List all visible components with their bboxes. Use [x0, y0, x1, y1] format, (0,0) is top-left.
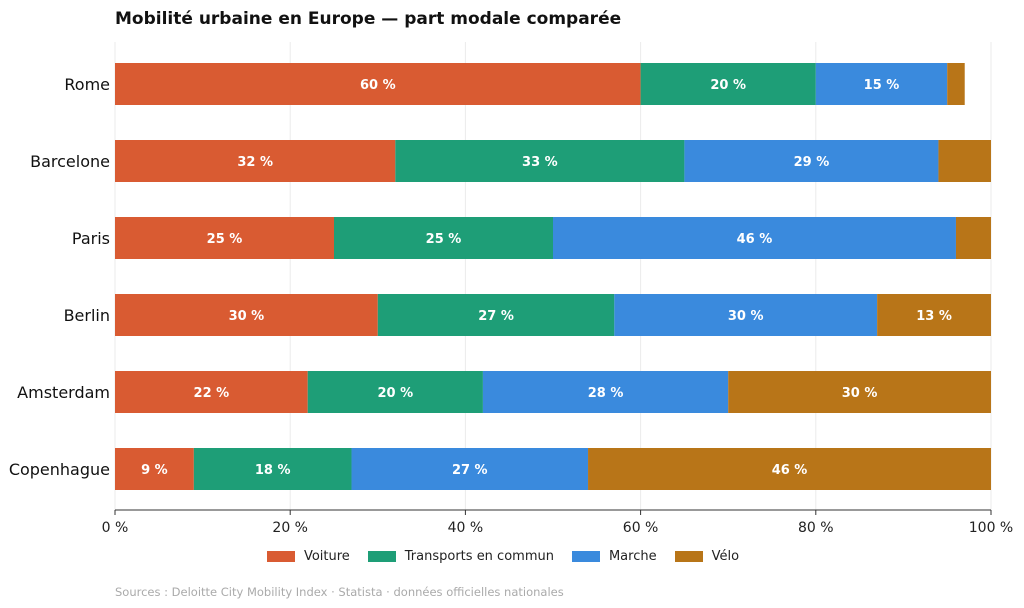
bar-segment [115, 294, 378, 336]
x-tick-label: 20 % [272, 520, 308, 536]
data-label: 30 % [728, 309, 764, 324]
y-tick-label: Amsterdam [17, 383, 110, 402]
y-tick-label: Barcelone [30, 152, 110, 171]
data-label: 46 % [737, 232, 773, 247]
x-tick-label: 40 % [448, 520, 484, 536]
x-tick-label: 80 % [798, 520, 834, 536]
bar-segment [115, 63, 641, 105]
y-tick-label: Paris [72, 229, 110, 248]
bar-segment [115, 371, 308, 413]
legend-item: Vélo [674, 549, 740, 564]
legend-label: Transports en commun [404, 549, 554, 564]
legend-swatch [367, 551, 396, 562]
data-label: 20 % [377, 386, 413, 401]
bar-segment [614, 294, 878, 336]
bar-segment [877, 294, 991, 336]
legend-swatch [571, 551, 600, 562]
legend-item: Voiture [266, 549, 350, 564]
data-label: 33 % [522, 155, 558, 170]
bar-segment [377, 294, 615, 336]
bar-segment [482, 371, 729, 413]
data-label: 27 % [452, 463, 488, 478]
bar-segment [728, 371, 991, 413]
legend-swatch [266, 551, 295, 562]
bar-segment [815, 63, 948, 105]
bar-segment [947, 63, 965, 105]
y-tick-label: Copenhague [9, 460, 110, 479]
bar-segment [553, 217, 956, 259]
data-label: 29 % [794, 155, 830, 170]
data-label: 18 % [255, 463, 291, 478]
data-label: 15 % [864, 78, 900, 93]
bar-segment [684, 140, 939, 182]
bar-segment [307, 371, 483, 413]
bar-segment [351, 448, 589, 490]
x-tick-label: 60 % [623, 520, 659, 536]
data-label: 27 % [478, 309, 514, 324]
y-tick-label: Berlin [64, 306, 110, 325]
bar-segment [395, 140, 685, 182]
legend-swatch [674, 551, 703, 562]
data-label: 46 % [772, 463, 808, 478]
data-label: 60 % [360, 78, 396, 93]
data-label: 30 % [229, 309, 265, 324]
bar-segment [115, 140, 396, 182]
data-label: 22 % [194, 386, 230, 401]
chart-title: Mobilité urbaine en Europe — part modale… [115, 9, 622, 29]
data-label: 25 % [207, 232, 243, 247]
bar-segment [115, 448, 194, 490]
source-note: Sources : Deloitte City Mobility Index ·… [115, 585, 564, 599]
legend-label: Voiture [303, 549, 350, 564]
data-label: 13 % [916, 309, 952, 324]
data-label: 9 % [141, 463, 168, 478]
bar-segment [588, 448, 991, 490]
bar-segment [938, 140, 991, 182]
bar-segment [115, 217, 334, 259]
data-label: 20 % [710, 78, 746, 93]
legend-label: Vélo [711, 549, 740, 564]
legend-item: Transports en commun [367, 549, 554, 564]
data-label: 30 % [842, 386, 878, 401]
y-tick-label: Rome [64, 75, 110, 94]
legend-item: Marche [571, 549, 657, 564]
x-tick-label: 0 % [102, 520, 129, 536]
data-label: 25 % [426, 232, 462, 247]
data-label: 28 % [588, 386, 624, 401]
x-tick-label: 100 % [969, 520, 1013, 536]
bar-segment [640, 63, 816, 105]
legend-label: Marche [608, 549, 657, 564]
data-label: 32 % [237, 155, 273, 170]
bar-segment [955, 217, 991, 259]
legend: Voiture Transports en commun Marche Vélo [0, 549, 1024, 564]
bar-segment [334, 217, 553, 259]
bar-segment [193, 448, 352, 490]
